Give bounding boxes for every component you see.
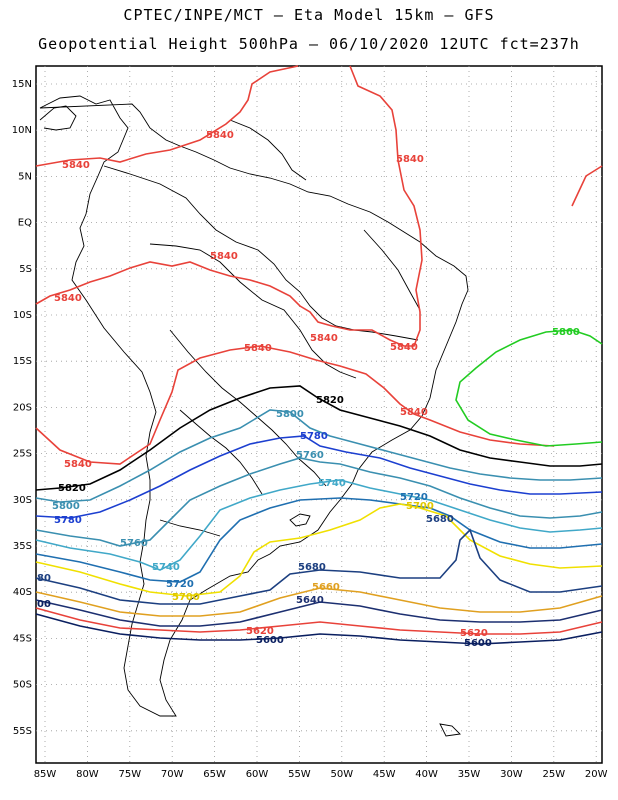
contour-label-5840: 5840 xyxy=(390,342,418,353)
contour-5800 xyxy=(35,409,603,503)
grid xyxy=(36,66,602,763)
lon-tick-label: 30W xyxy=(500,769,523,780)
lat-tick-label: 35S xyxy=(13,541,32,552)
contour-label-5760: 5760 xyxy=(120,538,148,549)
contour-label-5600: 5600 xyxy=(464,638,492,649)
title-line-2: Geopotential Height 500hPa – 06/10/2020 … xyxy=(38,35,580,53)
lon-tick-label: 35W xyxy=(458,769,481,780)
contour-label-5840: 5840 xyxy=(62,160,90,171)
contour-label-5700: 5700 xyxy=(172,592,200,603)
contour-label-5620: 5620 xyxy=(246,626,274,637)
contour-label-5720: 5720 xyxy=(166,579,194,590)
lon-tick-label: 70W xyxy=(161,769,184,780)
lat-tick-label: 5S xyxy=(19,264,32,275)
lat-tick-label: 30S xyxy=(13,495,32,506)
lat-tick-label: 15N xyxy=(12,79,32,90)
contour-labels: 5840 5840 5840 5840 5840 5840 5840 5840 … xyxy=(37,130,580,649)
contour-5840 xyxy=(571,165,603,207)
title-line-1: CPTEC/INPE/MCT – Eta Model 15km – GFS xyxy=(123,6,495,24)
lon-tick-label: 60W xyxy=(246,769,269,780)
contour-label-5860: 5860 xyxy=(552,327,580,338)
lon-tick-label: 40W xyxy=(415,769,438,780)
contour-5820 xyxy=(35,385,603,491)
contour-label-5760: 5760 xyxy=(296,450,324,461)
contour-label-5840: 5840 xyxy=(64,459,92,470)
lat-tick-label: 50S xyxy=(13,680,32,691)
contour-label-5820: 5820 xyxy=(316,395,344,406)
lon-tick-label: 20W xyxy=(585,769,608,780)
lon-tick-label: 25W xyxy=(542,769,565,780)
plot-frame xyxy=(35,65,603,764)
lat-tick-label: 20S xyxy=(13,402,32,413)
tick-labels: 15N 10N 5N EQ 5S 10S 15S 20S 25S 30S 35S 40S 45S 50S 5… xyxy=(12,79,608,780)
lon-tick-label: 55W xyxy=(288,769,311,780)
contour-label-5840: 5840 xyxy=(54,293,82,304)
contour-label-5740: 5740 xyxy=(318,478,346,489)
contour-5760 xyxy=(35,457,603,547)
contour-label-5640: 5640 xyxy=(296,595,324,606)
contour-5740 xyxy=(35,479,603,571)
contour-5600 xyxy=(35,613,603,645)
contour-label-5720: 5720 xyxy=(400,492,428,503)
contour-5780 xyxy=(35,435,603,519)
contour-label-5820: 5820 xyxy=(58,483,86,494)
contour-5840 xyxy=(35,65,423,347)
lon-tick-label: 75W xyxy=(118,769,141,780)
lat-tick-label: 10S xyxy=(13,310,32,321)
contour-lines xyxy=(35,65,603,645)
contour-label-5780: 5780 xyxy=(300,431,328,442)
contour-label-5840: 5840 xyxy=(396,154,424,165)
contour-label-5680: 5680 xyxy=(298,562,326,573)
lon-tick-label: 65W xyxy=(203,769,226,780)
contour-label-5620: 5620 xyxy=(460,628,488,639)
contour-label-5800: 5800 xyxy=(276,409,304,420)
contour-5620 xyxy=(35,607,603,635)
contour-label-5840: 5840 xyxy=(310,333,338,344)
lon-tick-label: 45W xyxy=(373,769,396,780)
contour-label-5840: 5840 xyxy=(400,407,428,418)
lat-tick-label: 40S xyxy=(13,587,32,598)
contour-5680 xyxy=(35,528,603,605)
lon-tick-label: 85W xyxy=(34,769,57,780)
contour-5720 xyxy=(35,497,603,583)
contour-label-5840: 5840 xyxy=(210,251,238,262)
lon-tick-label: 50W xyxy=(330,769,353,780)
contour-5840 xyxy=(35,65,299,167)
contour-label-5700: 5700 xyxy=(406,501,434,512)
contour-label-5660: 5660 xyxy=(312,582,340,593)
contour-label-5680: 80 xyxy=(37,573,51,584)
contour-label-5740: 5740 xyxy=(152,562,180,573)
contour-5640 xyxy=(35,599,603,627)
lat-tick-label: 15S xyxy=(13,356,32,367)
contour-label-5600: 5600 xyxy=(256,635,284,646)
contour-label-5680: 5680 xyxy=(426,514,454,525)
lat-tick-label: 55S xyxy=(13,726,32,737)
contour-5840 xyxy=(35,345,555,465)
contour-label-5800: 5800 xyxy=(52,501,80,512)
lat-tick-label: 5N xyxy=(18,171,32,182)
contour-label-5600: 00 xyxy=(37,599,51,610)
contour-5660 xyxy=(35,587,603,617)
lon-tick-label: 80W xyxy=(76,769,99,780)
contour-5700 xyxy=(35,503,603,597)
contour-label-5780: 5780 xyxy=(54,515,82,526)
contour-label-5840: 5840 xyxy=(244,343,272,354)
lat-tick-label: 25S xyxy=(13,449,32,460)
lat-tick-label: EQ xyxy=(18,218,32,229)
contour-5860 xyxy=(455,329,603,447)
lat-tick-label: 45S xyxy=(13,633,32,644)
lat-tick-label: 10N xyxy=(12,125,32,136)
contour-label-5840: 5840 xyxy=(206,130,234,141)
